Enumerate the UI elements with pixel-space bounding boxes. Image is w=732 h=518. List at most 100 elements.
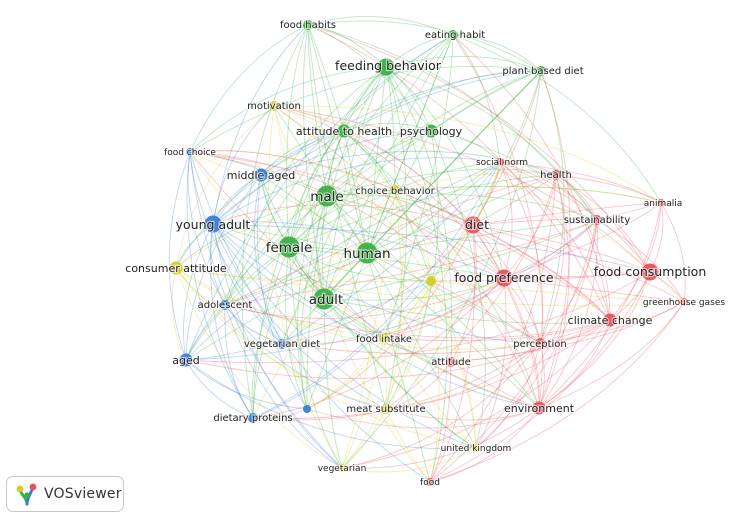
label-attitude[interactable]: attitude — [430, 356, 472, 369]
node-adult[interactable] — [313, 288, 335, 310]
node-human[interactable] — [356, 242, 378, 264]
label-food-habits[interactable]: food habits — [279, 19, 337, 32]
edge-diet-food-consumption — [472, 224, 651, 273]
node-meat-substitute[interactable] — [381, 404, 391, 414]
edge-adult-united-kingdom — [323, 298, 477, 449]
node-feeding-behavior[interactable] — [377, 58, 395, 76]
edge-choice-behavior-consumer-attitude — [175, 189, 396, 269]
node-attitude[interactable] — [446, 357, 456, 367]
edge-attitude-to-health-consumer-attitude — [175, 130, 345, 269]
node-aged[interactable] — [179, 353, 193, 367]
label-food-choice[interactable]: food choice — [163, 147, 218, 159]
label-food[interactable]: food — [419, 477, 441, 489]
label-dietary-proteins[interactable]: dietary proteins — [212, 412, 293, 425]
label-motivation[interactable]: motivation — [246, 100, 302, 113]
label-climate-change[interactable]: climate change — [567, 313, 654, 328]
edge-sustainability-food-intake — [383, 219, 598, 339]
node-sustainability[interactable] — [592, 215, 602, 225]
label-social-norm[interactable]: social norm — [475, 157, 529, 169]
label-vegetarian[interactable]: vegetarian — [317, 463, 368, 475]
edge-male-health — [326, 168, 557, 197]
node-psychology[interactable] — [424, 124, 438, 138]
label-environment[interactable]: environment — [503, 401, 576, 416]
label-attitude-to-health[interactable]: attitude to health — [295, 124, 394, 139]
node-food-preference[interactable] — [495, 269, 513, 287]
label-meat-substitute[interactable]: meat substitute — [345, 403, 426, 416]
node-food-choice[interactable] — [186, 148, 194, 156]
node-plant-based-diet[interactable] — [536, 66, 546, 76]
node-vegetarian[interactable] — [338, 464, 346, 472]
label-consumer-attitude[interactable]: consumer attitude — [124, 261, 228, 276]
node-consumer-attitude[interactable] — [169, 261, 183, 275]
node-unlabeled-yellow[interactable] — [426, 276, 436, 286]
edge-male-food-preference — [326, 195, 505, 279]
node-food-habits[interactable] — [303, 20, 313, 30]
edge-adolescent-dietary-proteins — [224, 304, 254, 419]
node-young-adult[interactable] — [204, 215, 222, 233]
node-perception[interactable] — [535, 338, 545, 348]
edge-motivation-unlabeled-yellow — [273, 105, 432, 282]
label-vegetarian-diet[interactable]: vegetarian diet — [243, 338, 322, 351]
node-middle-aged[interactable] — [254, 168, 268, 182]
label-choice-behavior[interactable]: choice behavior — [354, 185, 437, 198]
edge-food-intake-united-kingdom — [383, 337, 477, 449]
node-climate-change[interactable] — [603, 313, 617, 327]
node-food-intake[interactable] — [379, 333, 389, 343]
label-animalia[interactable]: animalia — [643, 198, 684, 210]
edge-choice-behavior-meat-substitute — [385, 189, 402, 410]
edge-food-habits-plant-based-diet — [307, 20, 542, 72]
label-human[interactable]: human — [342, 245, 391, 263]
label-greenhouse-gases[interactable]: greenhouse gases — [642, 297, 727, 309]
node-diet[interactable] — [464, 216, 482, 234]
vosviewer-badge[interactable]: VOSviewer — [6, 476, 124, 512]
node-health[interactable] — [551, 170, 561, 180]
label-food-preference[interactable]: food preference — [453, 269, 555, 286]
node-animalia[interactable] — [657, 199, 665, 207]
node-attitude-to-health[interactable] — [337, 124, 351, 138]
edge-feeding-behavior-food-choice — [189, 66, 387, 153]
edge-social-norm-sustainability — [499, 161, 598, 221]
node-female[interactable] — [278, 236, 300, 258]
edge-motivation-vegetarian — [267, 105, 343, 469]
node-unlabeled-blue[interactable] — [303, 405, 311, 413]
edge-food-choice-food-intake — [189, 151, 385, 339]
node-united-kingdom[interactable] — [472, 444, 480, 452]
label-perception[interactable]: perception — [512, 338, 568, 351]
node-environment[interactable] — [532, 401, 546, 415]
label-female[interactable]: female — [265, 239, 314, 257]
edge-plant-based-diet-middle-aged — [260, 70, 542, 176]
label-feeding-behavior[interactable]: feeding behavior — [334, 57, 443, 74]
edge-animalia-greenhouse-gases — [660, 202, 686, 303]
label-food-consumption[interactable]: food consumption — [593, 263, 708, 280]
node-choice-behavior[interactable] — [390, 185, 400, 195]
node-food-consumption[interactable] — [641, 263, 659, 281]
edge-health-adolescent — [224, 174, 557, 306]
node-eating-habit[interactable] — [448, 30, 458, 40]
label-health[interactable]: health — [539, 169, 573, 182]
node-social-norm[interactable] — [496, 158, 504, 166]
label-sustainability[interactable]: sustainability — [563, 214, 632, 227]
label-adult[interactable]: adult — [308, 291, 345, 309]
label-plant-based-diet[interactable]: plant based diet — [501, 65, 585, 78]
node-greenhouse-gases[interactable] — [680, 298, 688, 306]
node-motivation[interactable] — [269, 101, 279, 111]
label-adolescent[interactable]: adolescent — [197, 299, 254, 312]
label-male[interactable]: male — [309, 188, 345, 206]
label-united-kingdom[interactable]: united kingdom — [440, 443, 513, 455]
edge-dietary-proteins-unlabeled-yellow — [252, 280, 432, 419]
label-young-adult[interactable]: young adult — [175, 216, 252, 233]
label-aged[interactable]: aged — [171, 353, 201, 368]
label-diet[interactable]: diet — [464, 216, 490, 233]
label-food-intake[interactable]: food intake — [355, 333, 413, 346]
label-psychology[interactable]: psychology — [399, 124, 464, 139]
edge-human-food — [366, 252, 431, 483]
node-dietary-proteins[interactable] — [248, 413, 258, 423]
node-vegetarian-diet[interactable] — [277, 339, 287, 349]
node-food[interactable] — [426, 478, 434, 486]
node-male[interactable] — [316, 185, 338, 207]
label-middle-aged[interactable]: middle aged — [226, 168, 297, 183]
label-eating-habit[interactable]: eating habit — [424, 29, 487, 42]
edge-attitude-to-health-unlabeled-blue — [297, 130, 345, 410]
node-adolescent[interactable] — [220, 300, 230, 310]
